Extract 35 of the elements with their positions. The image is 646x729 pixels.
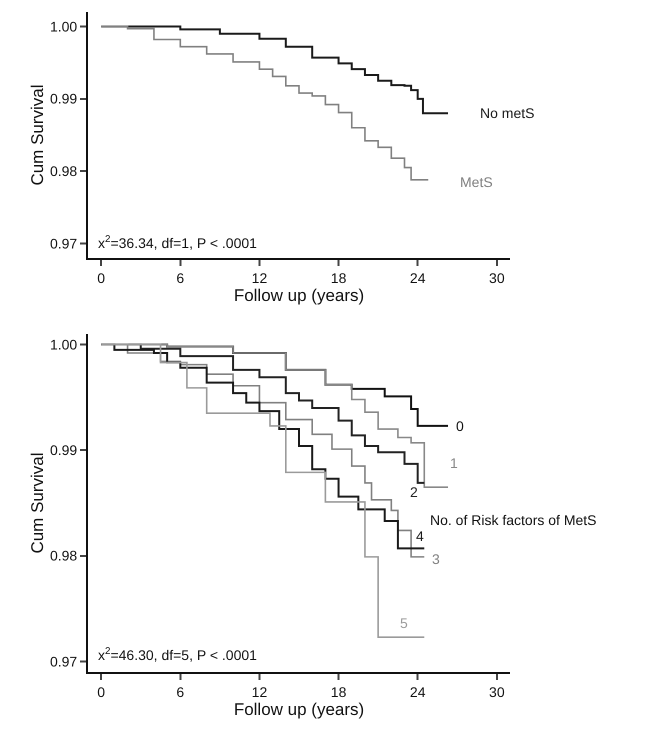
y-tick-label: 0.99 xyxy=(50,442,78,458)
series-label: 2 xyxy=(410,484,418,500)
annotation: x$^{2}$=36.34, df=1, P < .0001 xyxy=(98,234,258,251)
y-tick-label: 1.00 xyxy=(50,336,78,352)
y-tick-label: 1.00 xyxy=(50,18,78,34)
x-tick-label: 30 xyxy=(489,270,505,286)
y-axis-title: Cum Survival xyxy=(28,452,47,554)
x-tick-label: 18 xyxy=(330,684,347,700)
y-tick-label: 0.97 xyxy=(50,235,78,252)
x-tick-label: 6 xyxy=(176,684,184,700)
y-tick-label: 0.98 xyxy=(50,163,78,180)
text: No metS xyxy=(480,105,534,121)
x-axis-title: Follow up (years) xyxy=(234,700,364,719)
text: MetS xyxy=(460,174,493,190)
y-tick-label: 0.99 xyxy=(50,90,78,107)
x-tick-label: 0 xyxy=(97,270,106,286)
annotation: x$^{2}$=46.30, df=5, P < .0001 xyxy=(98,646,258,663)
y-axis-title: Cum Survival xyxy=(28,84,47,186)
series-label: 4 xyxy=(416,528,424,544)
y-tick-label: 0.98 xyxy=(50,548,78,564)
x-axis-title: Follow up (years) xyxy=(234,286,364,305)
series-label: 1 xyxy=(450,455,458,471)
x-tick-label: 0 xyxy=(97,684,106,700)
series-label: 0 xyxy=(456,418,464,434)
series-label: 3 xyxy=(432,551,440,567)
x-tick-label: 24 xyxy=(410,684,426,700)
x-tick-label: 24 xyxy=(410,270,426,286)
x-tick-label: 6 xyxy=(176,270,184,286)
series-label: 5 xyxy=(400,615,408,631)
x-tick-label: 12 xyxy=(252,270,268,286)
annotation: No. of Risk factors of MetS xyxy=(430,512,596,528)
x-tick-label: 30 xyxy=(489,684,505,700)
x-tick-label: 18 xyxy=(330,270,347,286)
y-tick-label: 0.97 xyxy=(50,653,78,670)
x-tick-label: 12 xyxy=(252,684,268,700)
